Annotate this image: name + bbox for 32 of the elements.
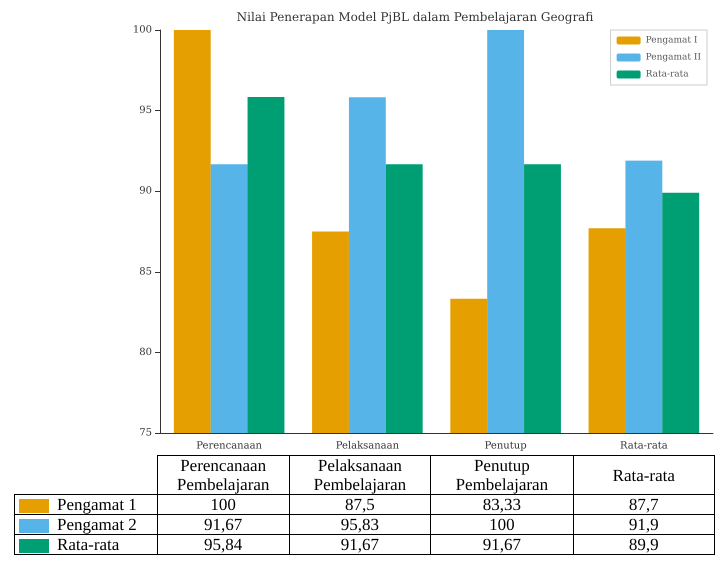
y-tick-label: 85 — [139, 266, 152, 278]
data-label: 91,9 — [573, 514, 714, 534]
x-tick-label: Perencanaan — [196, 440, 263, 452]
data-label: 91,67 — [430, 534, 574, 554]
y-tick-label: 90 — [139, 186, 152, 197]
legend-label: Pengamat I — [646, 36, 698, 46]
chart-title: Nilai Penerapan Model PjBL dalam Pembelajaran Geografi — [236, 10, 594, 24]
text: Perencanaan Pembelajaran — [157, 456, 290, 494]
data-label: 87,5 — [289, 494, 431, 514]
legend-label: Rata-rata — [646, 70, 690, 80]
y-tick-label: 95 — [139, 105, 152, 116]
data-label: 91,67 — [157, 514, 290, 534]
data-label: 83,33 — [430, 494, 574, 514]
text: Rata-rata — [14, 534, 158, 554]
data-label: 95,84 — [157, 534, 290, 554]
data-label: 89,9 — [573, 534, 714, 554]
data-label: 95,83 — [289, 514, 431, 534]
text: Penutup Pembelajaran — [430, 456, 574, 494]
y-tick-label: 75 — [139, 428, 152, 438]
x-tick-label: Rata-rata — [620, 440, 668, 452]
x-tick-label: Pelaksanaan — [336, 440, 400, 452]
data-label: 100 — [157, 494, 290, 514]
text: Pengamat 2 — [14, 514, 158, 534]
text: Pengamat 1 — [14, 494, 158, 514]
data-label: 91,67 — [289, 534, 431, 554]
legend-label: Pengamat II — [646, 52, 702, 62]
data-label: 100 — [430, 514, 574, 534]
y-tick-label: 100 — [132, 24, 152, 36]
y-tick-label: 80 — [139, 346, 152, 358]
data-label: 87,7 — [573, 494, 714, 514]
text: Pelaksanaan Pembelajaran — [289, 456, 431, 494]
x-tick-label: Penutup — [484, 440, 527, 452]
